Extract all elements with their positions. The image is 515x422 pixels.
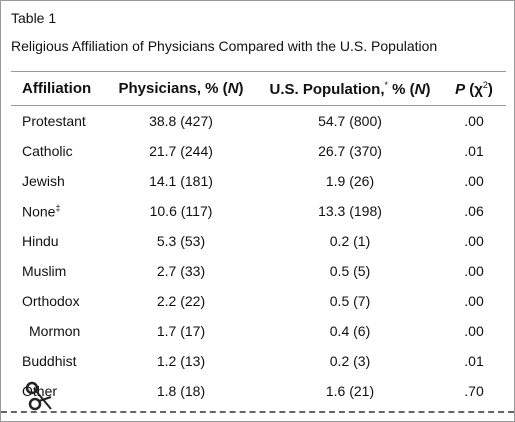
header-text: Affiliation	[22, 80, 92, 97]
row-label: Buddhist	[22, 353, 76, 369]
header-text: )	[238, 80, 244, 97]
table-cell: 5.3 (53)	[156, 233, 206, 249]
table-cell: 54.7 (800)	[318, 113, 382, 129]
table-cell: 0.2 (3)	[329, 353, 371, 369]
header-text: P	[455, 81, 466, 98]
header-text: )	[487, 81, 493, 98]
table-title: Religious Affiliation of Physicians Comp…	[11, 38, 438, 54]
table-cell: .70	[464, 383, 484, 399]
table-cell: .00	[464, 233, 484, 249]
table-cell: .00	[464, 173, 484, 189]
row-label: Orthodox	[22, 293, 80, 309]
table-cell: 21.7 (244)	[149, 143, 213, 159]
header-text: N	[227, 80, 239, 97]
row-label: Protestant	[22, 113, 86, 129]
row-label: Catholic	[22, 143, 73, 159]
table-cell: 1.2 (13)	[156, 353, 206, 369]
header-text: (χ	[465, 81, 483, 98]
table-cell: .00	[464, 293, 484, 309]
table-cell: 1.9 (26)	[325, 173, 375, 189]
table-cell: 26.7 (370)	[318, 143, 382, 159]
row-label: Jewish	[22, 173, 65, 189]
column-header: P (χ2)	[455, 80, 493, 98]
cut-line	[1, 411, 514, 413]
row-label-text: Other	[22, 383, 58, 399]
row-label-text: Jewish	[22, 173, 65, 189]
table-cell: .00	[464, 113, 484, 129]
row-label-text: Buddhist	[22, 353, 77, 369]
table-cell: 1.8 (18)	[156, 383, 206, 399]
footnote-mark: *	[384, 80, 388, 90]
table-cell: .01	[464, 353, 484, 369]
row-label-text: Protestant	[22, 113, 86, 129]
header-text: Physicians, % (	[118, 80, 228, 97]
column-header: Physicians, % (N)	[118, 80, 243, 97]
table-cell: 14.1 (181)	[149, 173, 213, 189]
table-cell: 2.7 (33)	[156, 263, 206, 279]
table-cell: .00	[464, 263, 484, 279]
table-cell: 1.7 (17)	[156, 323, 206, 339]
header-text: 2	[482, 80, 488, 90]
row-label-text: Mormon	[29, 323, 81, 339]
table-cell: 10.6 (117)	[149, 203, 213, 219]
scissors-icon	[25, 381, 52, 411]
footnote-mark: ‡	[55, 203, 61, 213]
header-text: )	[425, 81, 431, 98]
header-text: U.S. Population,	[269, 81, 385, 98]
row-label: None‡	[22, 203, 60, 220]
row-label: Mormon	[29, 323, 80, 339]
column-header: Affiliation	[22, 80, 91, 97]
table-cell: .00	[464, 323, 484, 339]
column-header: U.S. Population,* % (N)	[269, 80, 430, 98]
header-rule	[11, 105, 506, 106]
row-label-text: Hindu	[22, 233, 59, 249]
top-rule	[11, 71, 506, 72]
table-cell: 0.4 (6)	[329, 323, 371, 339]
table-cell: .01	[464, 143, 484, 159]
table-cell: 38.8 (427)	[149, 113, 213, 129]
table-cell: 0.5 (5)	[329, 263, 371, 279]
table-label: Table 1	[11, 10, 57, 26]
row-label-text: None	[22, 203, 56, 220]
row-label-text: Muslim	[22, 263, 67, 279]
row-label: Other	[22, 383, 57, 399]
row-label: Muslim	[22, 263, 66, 279]
table-cell: 1.6 (21)	[325, 383, 375, 399]
header-text: N	[414, 81, 426, 98]
row-label-text: Orthodox	[22, 293, 80, 309]
table-cell: 2.2 (22)	[156, 293, 206, 309]
row-label: Hindu	[22, 233, 59, 249]
header-text: % (	[388, 81, 415, 98]
table-cell: .06	[464, 203, 484, 219]
table-cell: 0.5 (7)	[329, 293, 371, 309]
table-cell: 0.2 (1)	[329, 233, 371, 249]
row-label-text: Catholic	[22, 143, 73, 159]
table-cell: 13.3 (198)	[318, 203, 382, 219]
